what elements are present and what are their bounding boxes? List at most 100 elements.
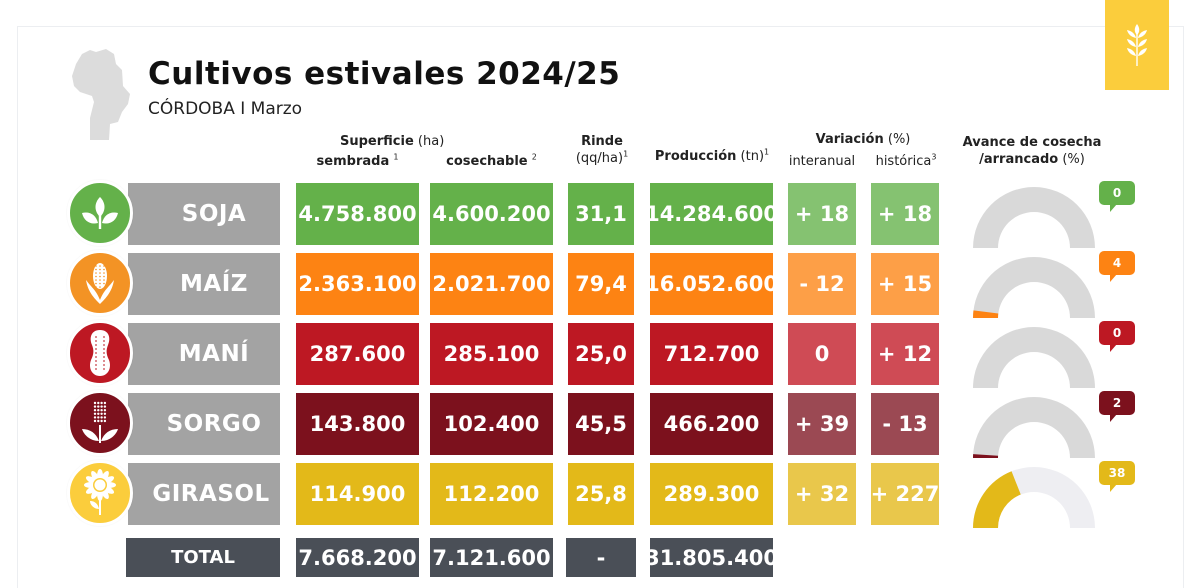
- header-interanual: interanual: [784, 153, 860, 170]
- produccion-cell: 712.700: [650, 323, 773, 385]
- crop-name: GIRASOL: [152, 481, 270, 507]
- rinde-cell: 31,1: [568, 183, 634, 245]
- crop-icon-badge: [67, 460, 133, 526]
- superficie-label: Superficie: [340, 134, 414, 149]
- crop-label-4: GIRASOL: [128, 463, 280, 525]
- page-subtitle: CÓRDOBA I Marzo: [148, 99, 303, 119]
- total-produccion: 31.805.400: [645, 538, 778, 577]
- interanual-label: interanual: [788, 154, 856, 169]
- interanual-cell: + 32: [788, 463, 856, 525]
- crop-icon-badge: [67, 180, 133, 246]
- rinde-cell: 25,8: [568, 463, 634, 525]
- harvest-progress-gauge: [973, 257, 1095, 318]
- crop-icon-badge: [67, 320, 133, 386]
- header-avance: Avance de cosecha /arrancado (%): [962, 134, 1102, 168]
- soybean-plant-icon: [80, 193, 120, 233]
- progress-value-bubble: 2: [1099, 391, 1135, 422]
- superficie-unit: (ha): [417, 134, 445, 149]
- gauge-fill: [973, 310, 999, 318]
- produccion-cell: 16.052.600: [645, 253, 778, 315]
- progress-value-bubble: 4: [1099, 251, 1135, 282]
- progress-value-bubble: 0: [1099, 321, 1135, 352]
- sembrada-label: sembrada: [316, 154, 390, 169]
- cosechable-label: cosechable: [446, 154, 528, 169]
- historica-cell: + 12: [871, 323, 939, 385]
- gauge-fill: [973, 454, 999, 458]
- page-title: Cultivos estivales 2024/25: [148, 56, 621, 92]
- rinde-footnote: 1: [623, 149, 629, 159]
- produccion-footnote: 1: [764, 147, 770, 157]
- interanual-cell: 0: [788, 323, 856, 385]
- harvest-progress-gauge: [973, 187, 1095, 248]
- cosechable-cell: 102.400: [430, 393, 553, 455]
- historica-cell: + 18: [871, 183, 939, 245]
- rinde-unit: (qq/ha): [575, 151, 624, 166]
- interanual-cell: + 18: [788, 183, 856, 245]
- produccion-label: Producción: [654, 149, 737, 164]
- rinde-cell: 79,4: [568, 253, 634, 315]
- crop-label-1: MAÍZ: [128, 253, 280, 315]
- header-cosechable: cosechable 2: [430, 153, 553, 170]
- avance-unit: (%): [1062, 152, 1085, 167]
- progress-value-bubble: 38: [1099, 461, 1135, 492]
- progress-value-bubble: 0: [1099, 181, 1135, 212]
- avance-label-line1: Avance de cosecha: [962, 135, 1102, 150]
- historica-label: histórica: [875, 154, 932, 169]
- avance-label-line2: /arrancado: [979, 152, 1059, 167]
- produccion-cell: 14.284.600: [645, 183, 778, 245]
- historica-cell: + 15: [871, 253, 939, 315]
- crop-name: MAÍZ: [180, 271, 248, 297]
- interanual-cell: + 39: [788, 393, 856, 455]
- header-produccion: Producción (tn)1: [648, 148, 776, 165]
- header-rinde: Rinde (qq/ha)1: [562, 133, 642, 167]
- total-cosechable: 7.121.600: [430, 538, 553, 577]
- historica-cell: + 227: [871, 463, 939, 525]
- produccion-cell: 466.200: [650, 393, 773, 455]
- rinde-label: Rinde: [581, 134, 623, 149]
- cordoba-map-icon: [72, 49, 130, 140]
- gauge-track: [973, 327, 1095, 388]
- sembrada-cell: 114.900: [296, 463, 419, 525]
- sorghum-icon: [80, 399, 120, 447]
- header-sembrada: sembrada 1: [296, 153, 419, 170]
- cosechable-cell: 112.200: [430, 463, 553, 525]
- peanut-icon: [85, 328, 115, 378]
- cosechable-cell: 285.100: [430, 323, 553, 385]
- gauge-fill: [973, 471, 1021, 528]
- variacion-unit: (%): [887, 132, 911, 147]
- produccion-unit: (tn): [740, 149, 765, 164]
- cosechable-cell: 2.021.700: [430, 253, 553, 315]
- produccion-cell: 289.300: [650, 463, 773, 525]
- sembrada-cell: 287.600: [296, 323, 419, 385]
- sembrada-footnote: 1: [393, 152, 399, 162]
- crop-icon-badge: [67, 250, 133, 316]
- historica-footnote: 3: [931, 152, 937, 162]
- sembrada-cell: 143.800: [296, 393, 419, 455]
- corn-icon: [80, 260, 120, 306]
- gauge-track: [973, 257, 1095, 318]
- crop-label-2: MANÍ: [128, 323, 280, 385]
- total-label: TOTAL: [126, 538, 280, 577]
- crop-label-3: SORGO: [128, 393, 280, 455]
- header-superficie: Superficie (ha): [340, 133, 444, 150]
- wheat-icon: [1127, 24, 1147, 66]
- gauge-track: [973, 397, 1095, 458]
- rinde-cell: 45,5: [568, 393, 634, 455]
- total-rinde: -: [566, 538, 636, 577]
- historica-cell: - 13: [871, 393, 939, 455]
- crop-name: SOJA: [181, 201, 247, 227]
- variacion-label: Variación: [815, 132, 884, 147]
- sembrada-cell: 2.363.100: [296, 253, 419, 315]
- crop-name: SORGO: [166, 411, 262, 437]
- gauge-track: [973, 187, 1095, 248]
- header-variacion: Variación (%): [788, 131, 938, 148]
- total-sembrada: 7.668.200: [296, 538, 419, 577]
- harvest-progress-gauge: [973, 467, 1095, 528]
- harvest-progress-gauge: [973, 397, 1095, 458]
- category-badge: [1105, 0, 1169, 90]
- header-historica: histórica3: [866, 153, 946, 170]
- crop-name: MANÍ: [178, 341, 250, 367]
- crop-label-0: SOJA: [128, 183, 280, 245]
- sembrada-cell: 4.758.800: [296, 183, 419, 245]
- cosechable-footnote: 2: [531, 152, 537, 162]
